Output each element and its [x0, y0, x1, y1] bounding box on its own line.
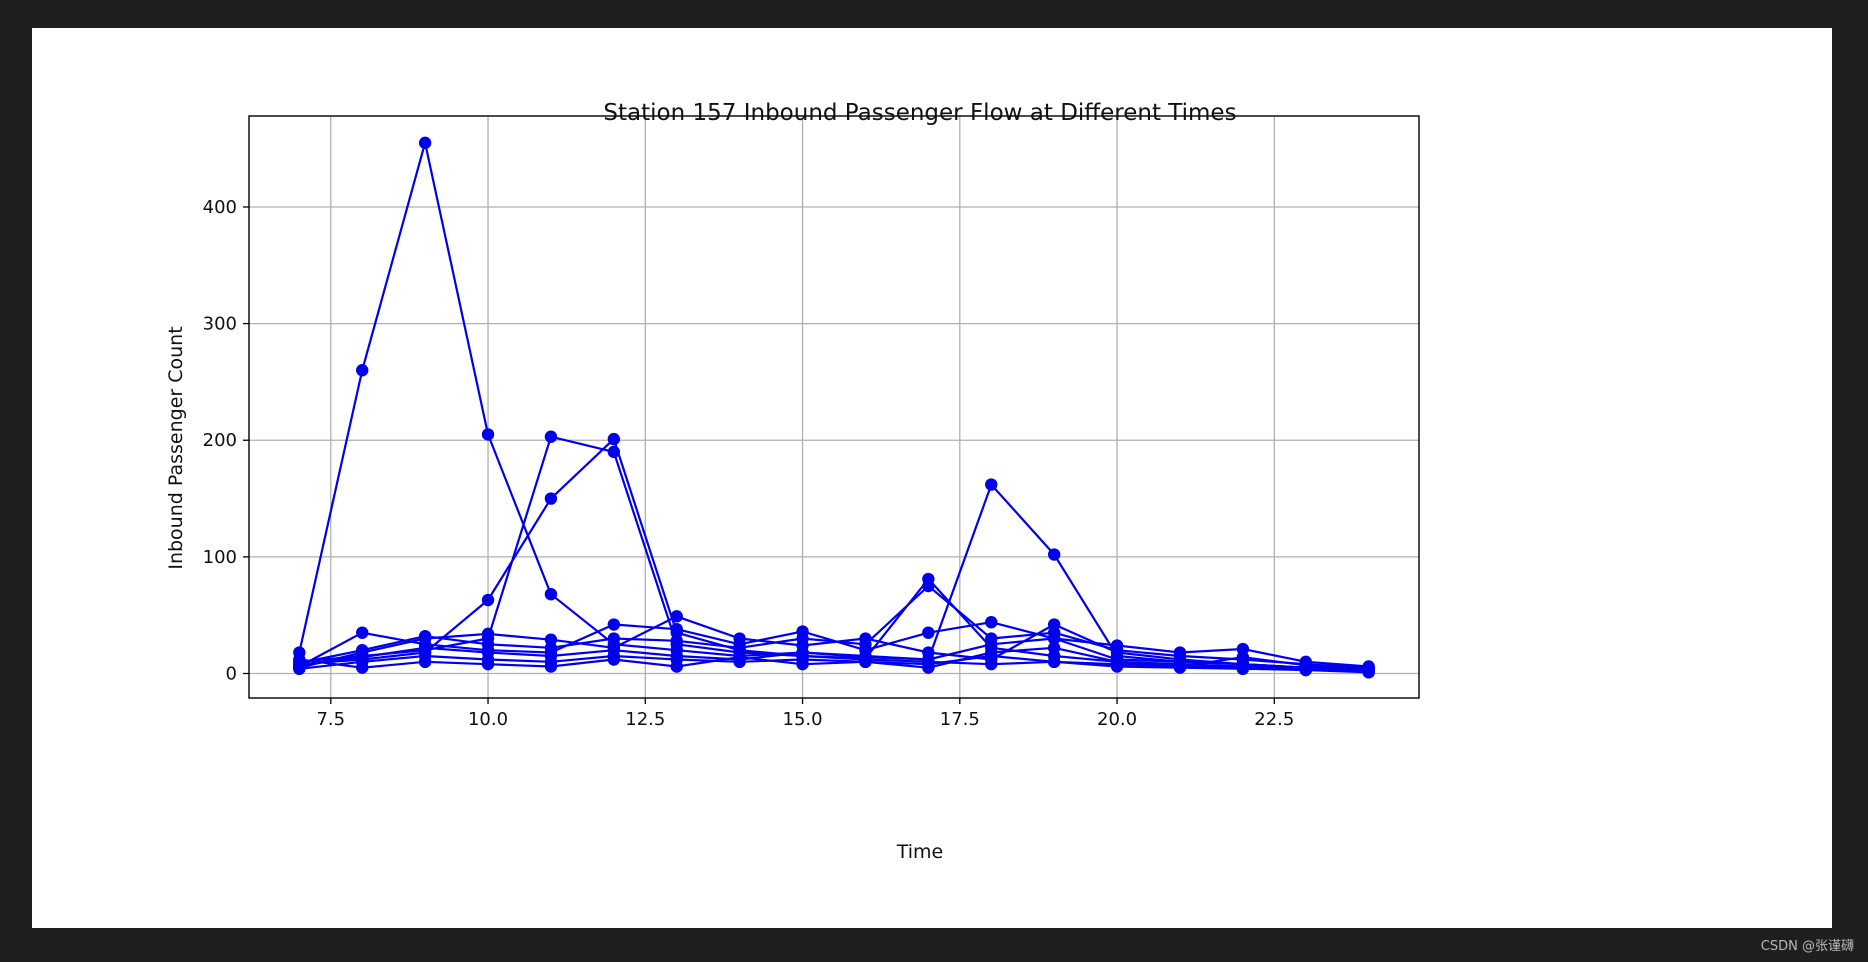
data-point — [922, 626, 935, 639]
data-point — [733, 650, 746, 664]
chart-title: Station 157 Inbound Passenger Flow at Di… — [603, 100, 1236, 126]
data-point — [796, 632, 809, 645]
x-tick-label: 10.0 — [468, 709, 508, 730]
x-tick-label: 22.5 — [1254, 709, 1294, 730]
data-point — [418, 629, 432, 643]
x-tick-label: 20.0 — [1097, 709, 1137, 730]
y-tick-label: 0 — [226, 664, 237, 685]
data-point — [544, 430, 558, 443]
data-point — [607, 632, 621, 645]
data-point — [607, 643, 621, 657]
x-tick-label: 15.0 — [783, 709, 823, 730]
data-point — [544, 660, 558, 673]
data-point — [1047, 632, 1061, 645]
data-point — [481, 657, 495, 671]
data-point — [481, 646, 495, 659]
csdn-watermark: CSDN @张谨礴 — [1760, 939, 1854, 954]
data-point — [544, 587, 558, 601]
series-layer — [293, 136, 1375, 679]
data-point — [922, 579, 935, 593]
data-point — [733, 641, 746, 655]
data-point — [544, 649, 558, 663]
data-point — [418, 641, 432, 655]
tick-layer: 7.5 10.0 12.5 15.0 17.5 20.0 22.5 0 100 200 300 400 — [203, 197, 1295, 730]
grid-layer — [249, 116, 1419, 698]
y-tick-label: 200 — [203, 430, 237, 451]
data-point — [356, 626, 369, 639]
data-point — [985, 615, 998, 629]
series-line-9 — [299, 646, 1369, 672]
y-tick-label: 400 — [203, 197, 237, 218]
plot-frame — [248, 115, 1420, 699]
data-point — [985, 478, 998, 491]
y-tick-label: 100 — [203, 547, 237, 568]
data-point — [859, 655, 872, 669]
x-tick-label: 12.5 — [625, 709, 665, 730]
data-point — [859, 638, 872, 651]
x-tick-label: 7.5 — [316, 709, 345, 730]
data-point — [670, 660, 683, 673]
data-point — [1047, 655, 1061, 669]
data-point — [985, 646, 998, 659]
data-point — [922, 661, 935, 674]
x-tick-label: 17.5 — [940, 709, 980, 730]
series-line-7 — [299, 654, 1369, 674]
data-point — [481, 593, 495, 607]
data-point — [1299, 659, 1312, 672]
data-point — [544, 492, 558, 505]
data-point — [356, 364, 369, 377]
data-point — [293, 653, 306, 666]
data-point — [418, 136, 432, 150]
y-tick-label: 300 — [203, 314, 237, 335]
data-point — [796, 657, 809, 671]
data-point — [481, 627, 495, 641]
data-point — [1110, 643, 1124, 657]
series-line-1 — [298, 141, 1369, 672]
data-point — [481, 428, 495, 441]
data-point — [356, 661, 369, 674]
data-point — [670, 622, 683, 636]
series-line-8 — [299, 637, 1369, 670]
data-point — [1047, 641, 1061, 655]
data-point — [796, 646, 809, 659]
data-point — [670, 634, 683, 648]
data-point — [1236, 650, 1250, 664]
x-axis-label: Time — [896, 841, 944, 863]
data-point — [607, 653, 621, 666]
data-point — [1110, 655, 1124, 669]
data-point — [670, 610, 683, 623]
data-point — [607, 618, 621, 631]
data-point — [670, 649, 683, 663]
data-point — [418, 655, 432, 669]
data-point — [1362, 663, 1375, 677]
series-line-6 — [299, 584, 1369, 669]
data-point — [1047, 548, 1061, 561]
data-point — [607, 432, 621, 446]
chart-figure: 7.5 10.0 12.5 15.0 17.5 20.0 22.5 0 100 200 300 400… — [32, 28, 1832, 928]
data-point — [733, 632, 746, 645]
y-axis-label: Inbound Passenger Count — [165, 326, 187, 569]
axes-layer — [248, 115, 1420, 699]
data-point — [356, 650, 369, 664]
chart-svg: 7.5 10.0 12.5 15.0 17.5 20.0 22.5 0 100 200 300 400… — [165, 100, 1420, 863]
data-point — [1173, 660, 1187, 673]
